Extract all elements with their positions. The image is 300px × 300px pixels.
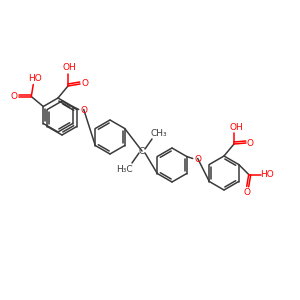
Text: O: O <box>243 188 250 197</box>
Text: OH: OH <box>62 64 76 73</box>
Text: O: O <box>80 106 87 115</box>
Text: O: O <box>11 92 18 101</box>
Text: HO: HO <box>28 74 42 83</box>
Text: HO: HO <box>260 170 274 179</box>
Text: H₃C: H₃C <box>116 164 132 173</box>
Text: O: O <box>194 155 201 164</box>
Text: OH: OH <box>229 124 243 133</box>
Text: O: O <box>247 139 254 148</box>
Text: C: C <box>139 146 145 155</box>
Text: O: O <box>82 80 88 88</box>
Text: CH₃: CH₃ <box>151 128 167 137</box>
